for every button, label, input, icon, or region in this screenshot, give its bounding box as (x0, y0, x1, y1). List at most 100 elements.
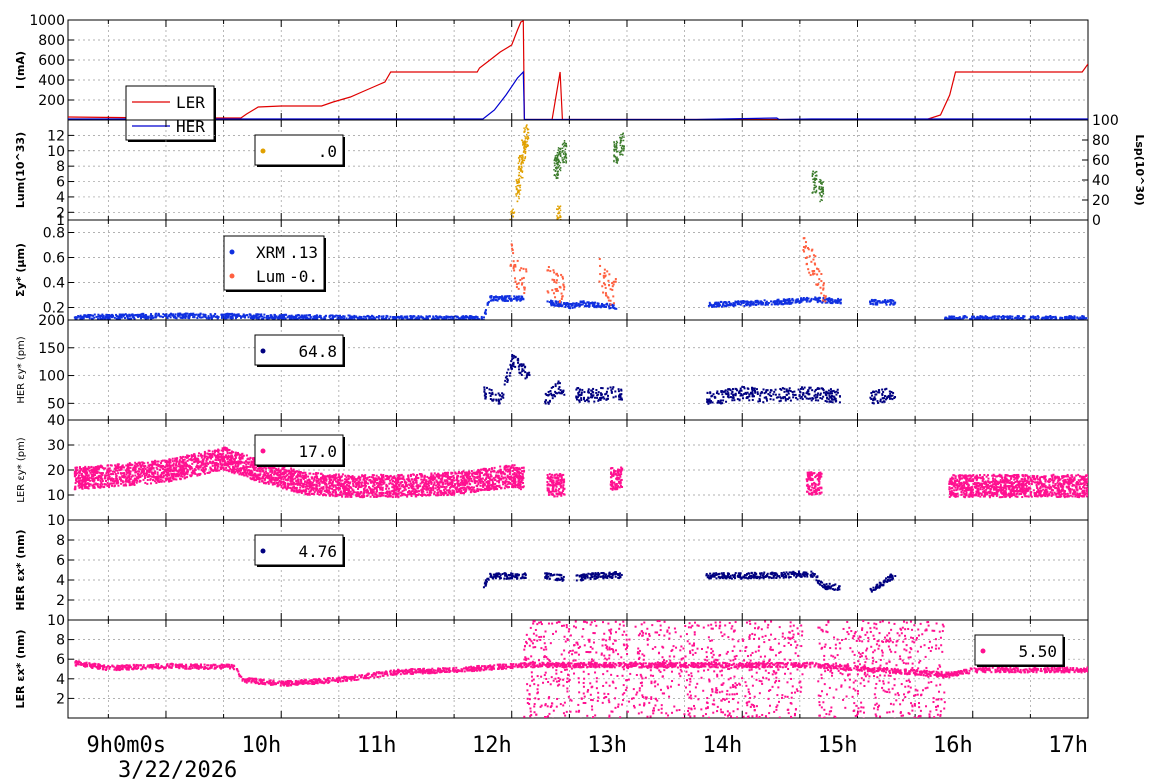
data-point (471, 474, 474, 477)
data-point (885, 387, 888, 390)
data-point (821, 199, 823, 202)
data-point (555, 157, 558, 160)
plot-area (483, 353, 897, 405)
data-point (822, 181, 825, 183)
data-point (512, 297, 515, 300)
data-point (337, 488, 340, 491)
data-point (606, 397, 609, 400)
data-point (613, 149, 616, 151)
data-point (331, 480, 334, 483)
data-point (560, 392, 563, 395)
data-point (515, 474, 518, 477)
data-point (278, 314, 281, 317)
data-point (562, 152, 565, 155)
data-point (184, 456, 187, 459)
data-point (1081, 317, 1084, 320)
data-point (870, 391, 873, 394)
data-point (740, 393, 743, 396)
data-point (481, 488, 484, 491)
data-point (795, 396, 798, 399)
data-point (86, 472, 89, 475)
data-point (271, 466, 274, 469)
data-point (196, 317, 199, 320)
data-point (486, 486, 489, 489)
data-point (521, 171, 524, 173)
data-point (870, 298, 873, 301)
data-point (555, 279, 558, 282)
data-point (492, 398, 495, 401)
data-point (165, 479, 168, 482)
data-point (519, 186, 521, 189)
data-point (285, 313, 288, 316)
data-point (129, 317, 132, 320)
data-point (818, 278, 821, 281)
data-point (758, 397, 761, 400)
data-point (807, 390, 810, 393)
data-point (347, 482, 350, 485)
data-point (713, 396, 716, 399)
data-point (737, 391, 740, 394)
data-point (349, 486, 352, 489)
data-point (612, 396, 615, 399)
data-point (516, 180, 519, 183)
data-point (764, 391, 767, 394)
data-point (318, 484, 321, 487)
data-point (273, 313, 276, 316)
data-point (239, 456, 242, 459)
data-point (586, 301, 589, 304)
data-point (609, 288, 612, 291)
data-point (886, 300, 889, 303)
data-point (525, 133, 528, 136)
data-point (501, 395, 504, 398)
data-point (881, 401, 884, 404)
data-point (92, 466, 95, 469)
data-point (604, 283, 607, 286)
data-point (622, 154, 624, 156)
data-point (478, 476, 481, 479)
data-point (562, 284, 565, 287)
data-point (506, 371, 509, 374)
data-point (480, 480, 483, 483)
data-point (487, 301, 490, 304)
data-point (616, 147, 618, 149)
data-point (491, 391, 494, 394)
data-point (320, 317, 323, 320)
data-point (555, 168, 558, 170)
data-point (504, 298, 507, 301)
data-point (91, 477, 94, 480)
data-point (186, 459, 189, 462)
data-point (730, 303, 733, 306)
data-point (470, 479, 473, 482)
data-point (523, 131, 525, 133)
data-point (621, 136, 624, 138)
data-point (815, 191, 817, 194)
data-point (511, 486, 514, 489)
data-point (189, 312, 192, 315)
data-point (741, 394, 744, 397)
data-point (729, 389, 732, 392)
data-point (806, 390, 809, 393)
data-point (828, 400, 831, 403)
data-point (556, 216, 559, 219)
data-point (563, 393, 566, 396)
data-point (92, 486, 95, 489)
data-point (522, 363, 525, 366)
data-point (85, 474, 88, 477)
data-point (816, 301, 819, 304)
data-point (555, 287, 558, 290)
data-point (489, 398, 492, 401)
data-point (484, 396, 487, 399)
data-point (795, 298, 798, 301)
data-point (400, 473, 403, 476)
data-point (1000, 315, 1003, 318)
data-point (144, 314, 147, 317)
data-point (253, 316, 256, 319)
data-point (274, 316, 277, 319)
data-point (883, 299, 886, 302)
data-point (820, 280, 823, 283)
data-point (305, 316, 308, 319)
data-point (736, 389, 739, 392)
data-point (503, 295, 506, 298)
